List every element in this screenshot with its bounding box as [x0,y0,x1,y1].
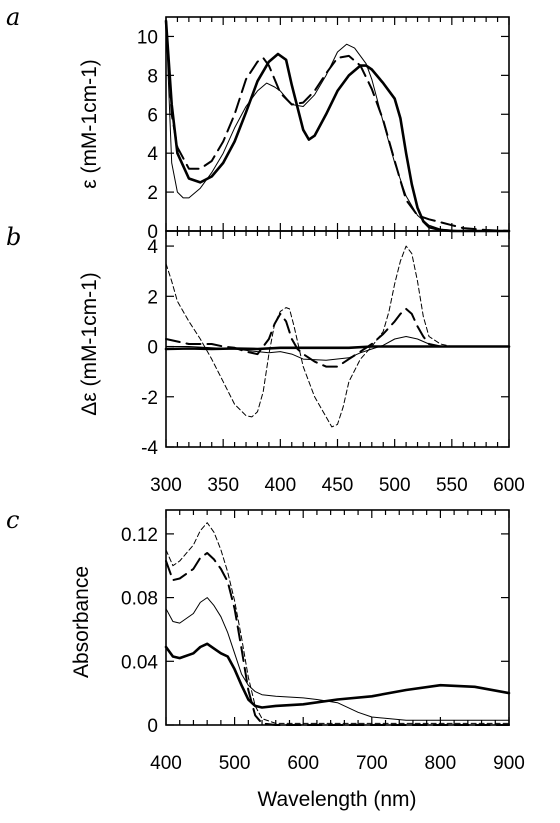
panel-a: a 0 2 4 6 8 10 ε (mM-1cm-1) [6,3,511,243]
series-line-thick-solid [164,19,511,233]
series-line-thin-dashed [165,522,510,724]
panel-letter-c: c [6,506,19,534]
panel-c-frame [165,509,510,726]
panel-b-curves [164,245,511,428]
x-tick-label: 800 [425,753,457,774]
x-tick-label: 500 [379,475,411,496]
panel-b-tick-labels: -4 -2 0 2 4 300 350 400 450 500 550 600 [141,237,525,496]
panel-c-xlabel: Wavelength (nm) [257,788,416,811]
panel-b-ylabel: Δε (mM-1cm-1) [78,272,101,416]
panel-b-ticks [165,231,510,448]
panel-b: b -4 -2 0 2 4 300 350 400 450 500 550 600 Δε (mM-1c… [6,223,525,496]
x-tick-label: 900 [493,753,525,774]
panel-a-ticks [165,17,510,232]
y-tick-label: 4 [147,237,158,258]
y-tick-label: -2 [141,388,158,409]
y-tick-label: 4 [147,144,158,165]
series-line-dashed [165,19,510,232]
series-line-thin-solid [165,597,510,721]
x-tick-label: 550 [436,475,468,496]
y-tick-label: 0.08 [121,589,158,610]
panel-a-tick-labels: 0 2 4 6 8 10 [137,27,159,243]
x-tick-label: 400 [150,753,182,774]
panel-letter-b: b [6,223,21,251]
x-tick-label: 700 [356,753,388,774]
series-line-thin-dashed [165,245,510,428]
y-tick-label: -4 [141,438,158,459]
series-line-dashed [165,552,510,726]
x-tick-label: 600 [493,475,525,496]
y-tick-label: 2 [147,183,158,204]
x-tick-label: 500 [219,753,251,774]
panel-b-frame [165,230,510,448]
y-tick-label: 0 [147,222,158,243]
x-tick-label: 400 [264,475,296,496]
y-tick-label: 0 [147,716,158,737]
panel-letter-a: a [6,3,20,31]
y-tick-label: 8 [147,66,158,87]
y-tick-label: 0 [147,338,158,359]
y-tick-label: 6 [147,105,158,126]
x-tick-label: 600 [287,753,319,774]
y-tick-label: 0.04 [121,652,158,673]
panel-c-tick-labels: 0 0.04 0.08 0.12 400 500 600 700 800 900 [121,525,525,774]
panel-a-curves [164,19,511,233]
panel-c-curves [164,522,511,726]
x-tick-label: 300 [150,475,182,496]
panel-c: c 0 0.04 0.08 0.12 400 500 600 700 800 900 Absorb… [6,506,525,811]
panel-c-ylabel: Absorbance [70,566,93,678]
panel-a-frame [165,16,510,232]
series-line-thick-solid [164,642,511,709]
panel-c-ticks [165,510,510,726]
x-tick-label: 450 [322,475,354,496]
series-line-thin-solid [165,336,510,361]
panel-a-ylabel: ε (mM-1cm-1) [78,59,101,189]
x-tick-label: 350 [207,475,239,496]
y-tick-label: 2 [147,287,158,308]
series-line-thin-solid [165,20,510,232]
series-line-dashed [165,307,510,368]
y-tick-label: 0.12 [121,525,158,546]
y-tick-label: 10 [137,27,158,48]
